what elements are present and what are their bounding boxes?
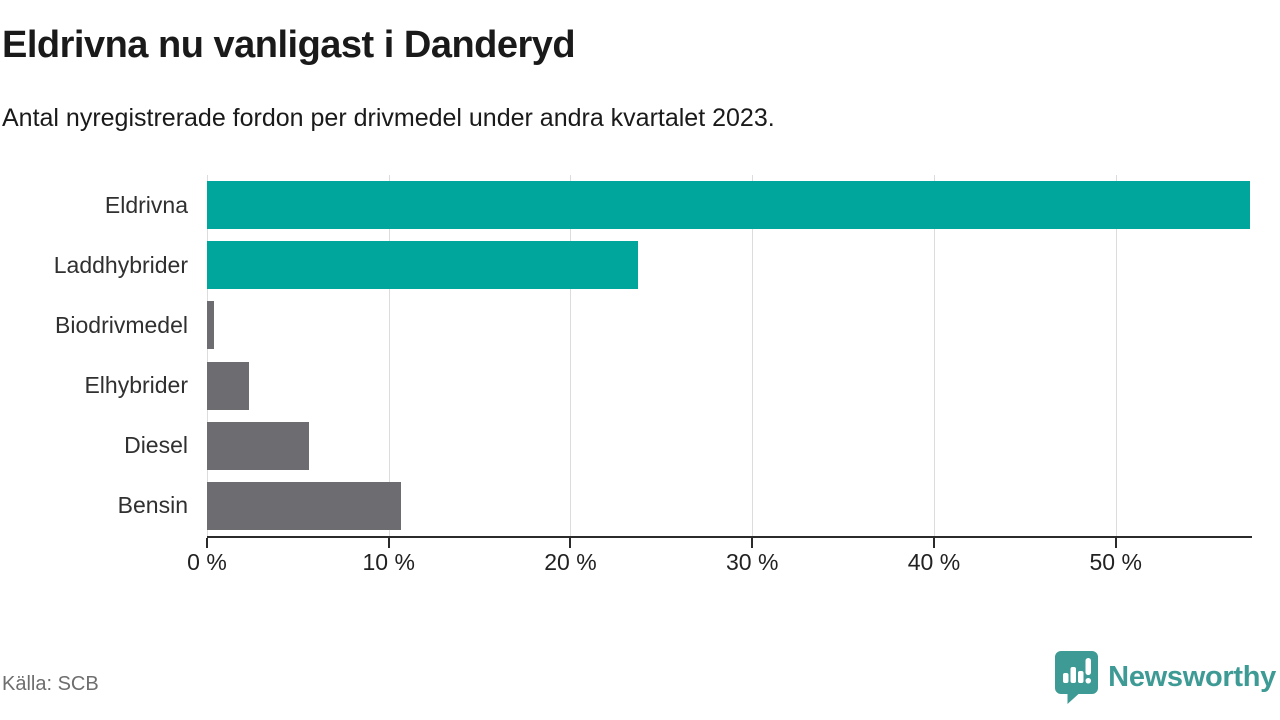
plot-gridline xyxy=(933,175,935,536)
x-axis-tick xyxy=(569,538,572,548)
newsworthy-wordmark: Newsworthy xyxy=(1108,660,1276,693)
bar-rows: Eldrivna Laddhybrider Biodrivmedel Elhybrid… xyxy=(0,175,1252,536)
bar-row: Laddhybrider xyxy=(0,235,1252,295)
x-axis-tick-label: 50 % xyxy=(1089,549,1142,575)
plot-gridlines xyxy=(207,175,1252,536)
bar-track xyxy=(207,416,1252,476)
x-axis-tick-label: 20 % xyxy=(544,549,597,575)
bar-track xyxy=(207,235,1252,295)
x-axis-tick xyxy=(1114,538,1117,548)
newsworthy-logo-icon xyxy=(1055,651,1099,704)
bar-track xyxy=(207,295,1252,355)
chart-title: Eldrivna nu vanligast i Danderyd xyxy=(2,24,576,66)
bar-track xyxy=(207,476,1252,536)
bar-row: Elhybrider xyxy=(0,356,1252,416)
x-axis-tick-label: 0 % xyxy=(187,549,227,575)
x-axis-tick xyxy=(206,538,208,548)
x-axis-tick xyxy=(751,538,754,548)
category-label: Elhybrider xyxy=(84,372,188,399)
category-label: Biodrivmedel xyxy=(55,311,188,338)
plot-gridline xyxy=(752,175,754,536)
bar xyxy=(207,241,638,290)
bar xyxy=(207,481,402,530)
bar-track xyxy=(207,356,1252,416)
bar-row: Biodrivmedel xyxy=(0,295,1252,355)
x-axis-tick-label: 10 % xyxy=(362,549,415,575)
x-axis-tick-label: 30 % xyxy=(725,549,779,575)
newsworthy-logo: Newsworthy xyxy=(1054,650,1276,704)
category-label: Bensin xyxy=(117,492,188,519)
plot-gridline xyxy=(570,175,572,536)
category-label: Eldrivna xyxy=(104,191,188,218)
x-axis-line xyxy=(207,536,1252,538)
x-axis-tick-label: 40 % xyxy=(907,549,961,575)
x-axis-tick xyxy=(932,538,935,548)
bar xyxy=(207,421,309,470)
category-label: Laddhybrider xyxy=(53,251,188,278)
source-note: Källa: SCB xyxy=(2,673,99,695)
bar-row: Diesel xyxy=(0,416,1252,476)
bar-row: Bensin xyxy=(0,476,1252,536)
category-label: Diesel xyxy=(124,432,188,459)
bar-row: Eldrivna xyxy=(0,175,1252,235)
bar-track xyxy=(207,175,1252,235)
plot-gridline xyxy=(207,175,208,536)
bar xyxy=(207,181,1251,230)
bar xyxy=(207,301,215,350)
plot-gridline xyxy=(1115,175,1117,536)
x-axis-tick xyxy=(387,538,390,548)
bar xyxy=(207,361,249,410)
chart-subtitle: Antal nyregistrerade fordon per drivmede… xyxy=(2,104,775,132)
plot-gridline xyxy=(388,175,390,536)
